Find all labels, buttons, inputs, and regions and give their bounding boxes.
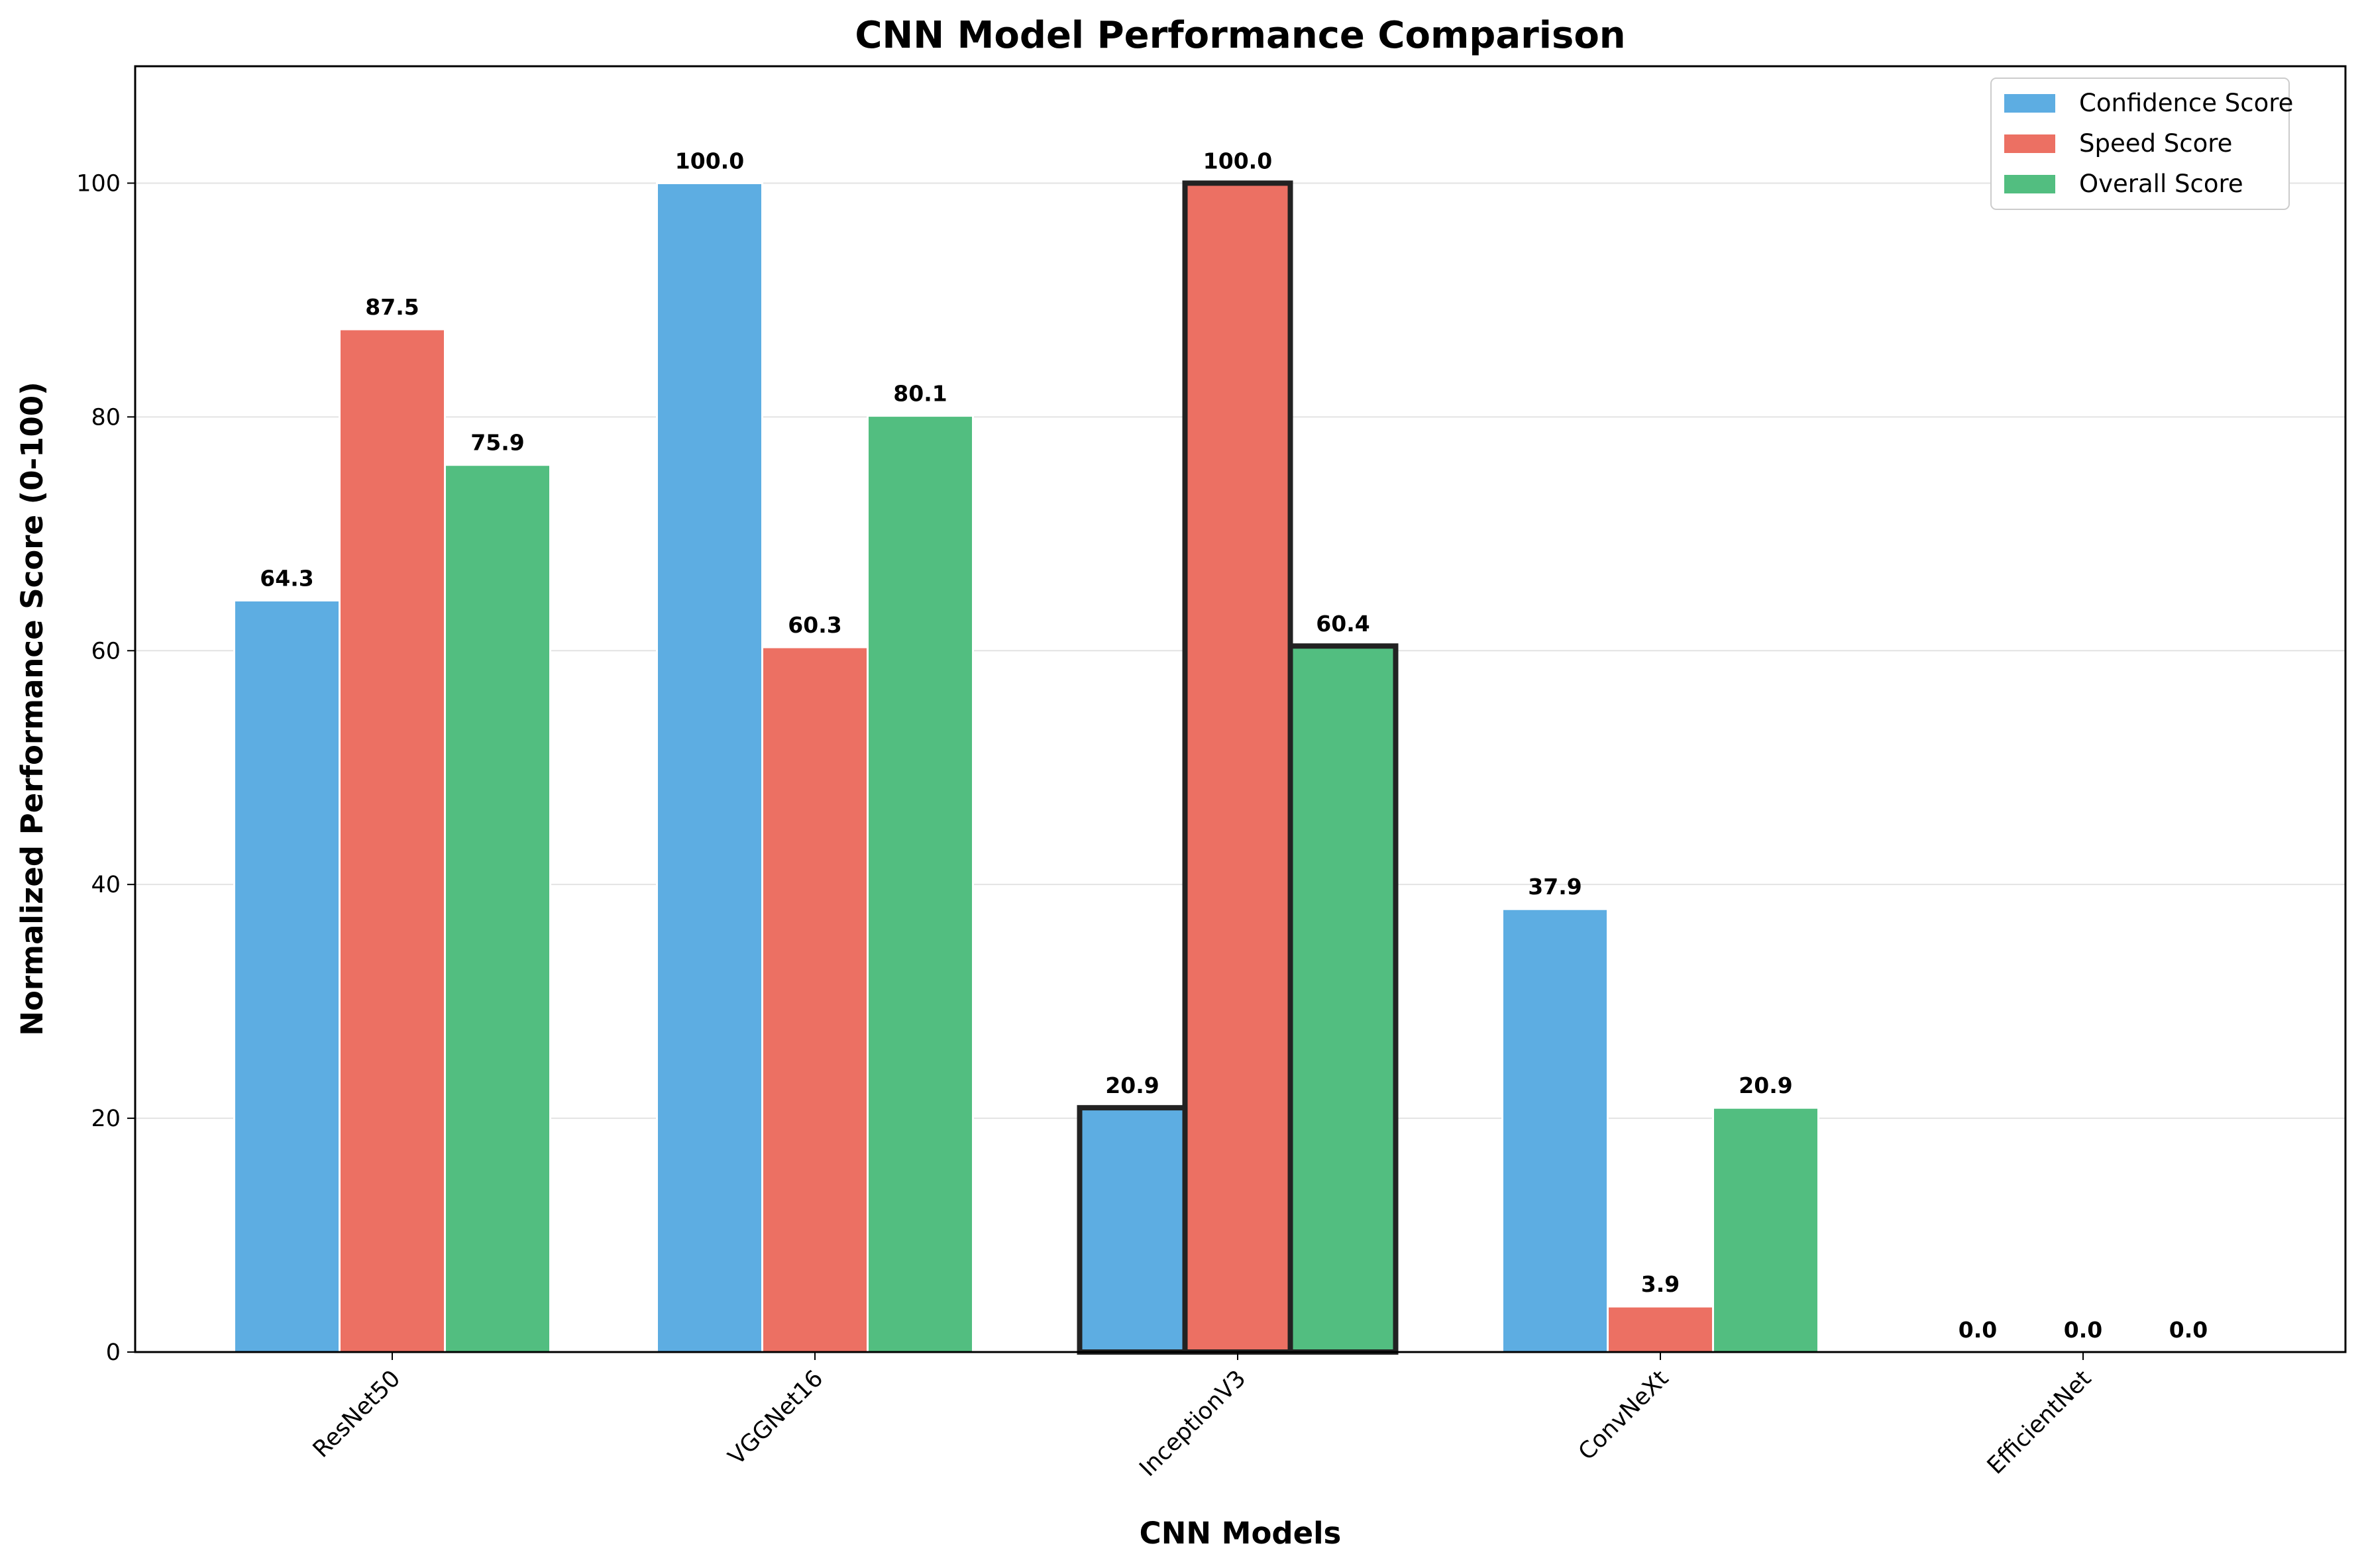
y-tick-label: 20: [91, 1106, 121, 1132]
x-axis-ticks: ResNet50 VGGNet16 InceptionV3 ConvNeXt Effic…: [308, 1352, 2096, 1482]
data-label: 60.4: [1316, 611, 1370, 637]
x-tick-label: ConvNeXt: [1574, 1365, 1674, 1465]
data-label: 3.9: [1641, 1271, 1680, 1297]
chart-title: CNN Model Performance Comparison: [855, 14, 1625, 57]
bar-convnext-speed-score: [1607, 1305, 1714, 1353]
data-label: 0.0: [2169, 1317, 2208, 1343]
data-label: 20.9: [1105, 1072, 1159, 1098]
x-axis-title: CNN Models: [1140, 1516, 1342, 1551]
legend-swatch-speed-score: [2004, 134, 2055, 153]
bar-convnext-overall-score: [1712, 1106, 1819, 1353]
plot-frame: [134, 65, 2347, 1353]
y-tick-label: 0: [106, 1339, 121, 1366]
data-label: 20.9: [1739, 1072, 1792, 1098]
bar-vggnet16-confidence-score: [656, 182, 763, 1353]
bar-vggnet16-speed-score: [761, 646, 869, 1353]
x-tick-label: ResNet50: [308, 1365, 405, 1463]
bar-inceptionv3-speed-score: [1182, 180, 1293, 1355]
bar-vggnet16-overall-score: [867, 415, 974, 1353]
data-label: 0.0: [1959, 1317, 1997, 1343]
x-tick-label: EfficientNet: [1982, 1365, 2096, 1479]
bar-resnet50-confidence-score: [233, 599, 341, 1353]
bar-convnext-confidence-score: [1501, 908, 1609, 1353]
legend-label-confidence-score: Confidence Score: [2079, 89, 2293, 117]
legend-label-speed-score: Speed Score: [2079, 129, 2232, 158]
legend-swatch-confidence-score: [2004, 94, 2055, 113]
x-tick-label: InceptionV3: [1134, 1365, 1251, 1482]
legend: Confidence Score Speed Score Overall Score: [1990, 78, 2293, 210]
data-label: 87.5: [365, 294, 419, 320]
data-label: 60.3: [788, 612, 841, 638]
y-tick-label: 40: [91, 872, 121, 898]
x-tick-label: VGGNet16: [724, 1365, 829, 1471]
data-label: 37.9: [1528, 874, 1582, 900]
bar-inceptionv3-overall-score: [1287, 643, 1399, 1355]
y-tick-label: 60: [91, 638, 121, 664]
legend-swatch-overall-score: [2004, 175, 2055, 193]
legend-box: [1990, 78, 2290, 210]
bar-resnet50-speed-score: [339, 328, 446, 1353]
y-tick-label: 100: [76, 170, 121, 197]
legend-label-overall-score: Overall Score: [2079, 170, 2243, 198]
data-labels: 64.3 87.5 75.9 100.0 60.3 80.1 20.9 100.0 60.4 37…: [260, 148, 2208, 1343]
data-label: 0.0: [2064, 1317, 2102, 1343]
bar-inceptionv3-confidence-score: [1077, 1105, 1188, 1355]
y-axis-title: Normalized Performance Score (0-100): [15, 382, 50, 1035]
data-label: 80.1: [893, 381, 947, 407]
data-label: 64.3: [260, 565, 313, 591]
bars: [233, 180, 1819, 1355]
data-label: 75.9: [470, 430, 524, 456]
y-axis-ticks: 0 20 40 60 80 100: [76, 170, 135, 1366]
data-label: 100.0: [1203, 148, 1272, 174]
data-label: 100.0: [675, 148, 744, 174]
bar-resnet50-overall-score: [444, 464, 551, 1353]
y-tick-label: 80: [91, 404, 121, 431]
